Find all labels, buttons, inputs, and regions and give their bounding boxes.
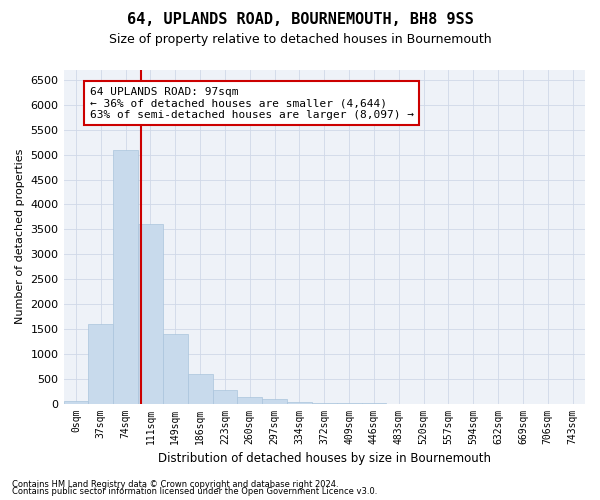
Bar — [113, 150, 138, 404]
X-axis label: Distribution of detached houses by size in Bournemouth: Distribution of detached houses by size … — [158, 452, 491, 465]
Bar — [188, 374, 212, 404]
Bar — [163, 334, 188, 404]
Bar — [138, 224, 163, 404]
Bar — [212, 390, 238, 404]
Bar — [312, 403, 337, 404]
Text: Size of property relative to detached houses in Bournemouth: Size of property relative to detached ho… — [109, 32, 491, 46]
Y-axis label: Number of detached properties: Number of detached properties — [15, 149, 25, 324]
Bar — [262, 399, 287, 404]
Text: 64 UPLANDS ROAD: 97sqm
← 36% of detached houses are smaller (4,644)
63% of semi-: 64 UPLANDS ROAD: 97sqm ← 36% of detached… — [89, 86, 413, 120]
Text: Contains HM Land Registry data © Crown copyright and database right 2024.: Contains HM Land Registry data © Crown c… — [12, 480, 338, 489]
Text: Contains public sector information licensed under the Open Government Licence v3: Contains public sector information licen… — [12, 487, 377, 496]
Bar — [88, 324, 113, 404]
Text: 64, UPLANDS ROAD, BOURNEMOUTH, BH8 9SS: 64, UPLANDS ROAD, BOURNEMOUTH, BH8 9SS — [127, 12, 473, 28]
Bar — [64, 401, 88, 404]
Bar — [238, 397, 262, 404]
Bar — [287, 402, 312, 404]
